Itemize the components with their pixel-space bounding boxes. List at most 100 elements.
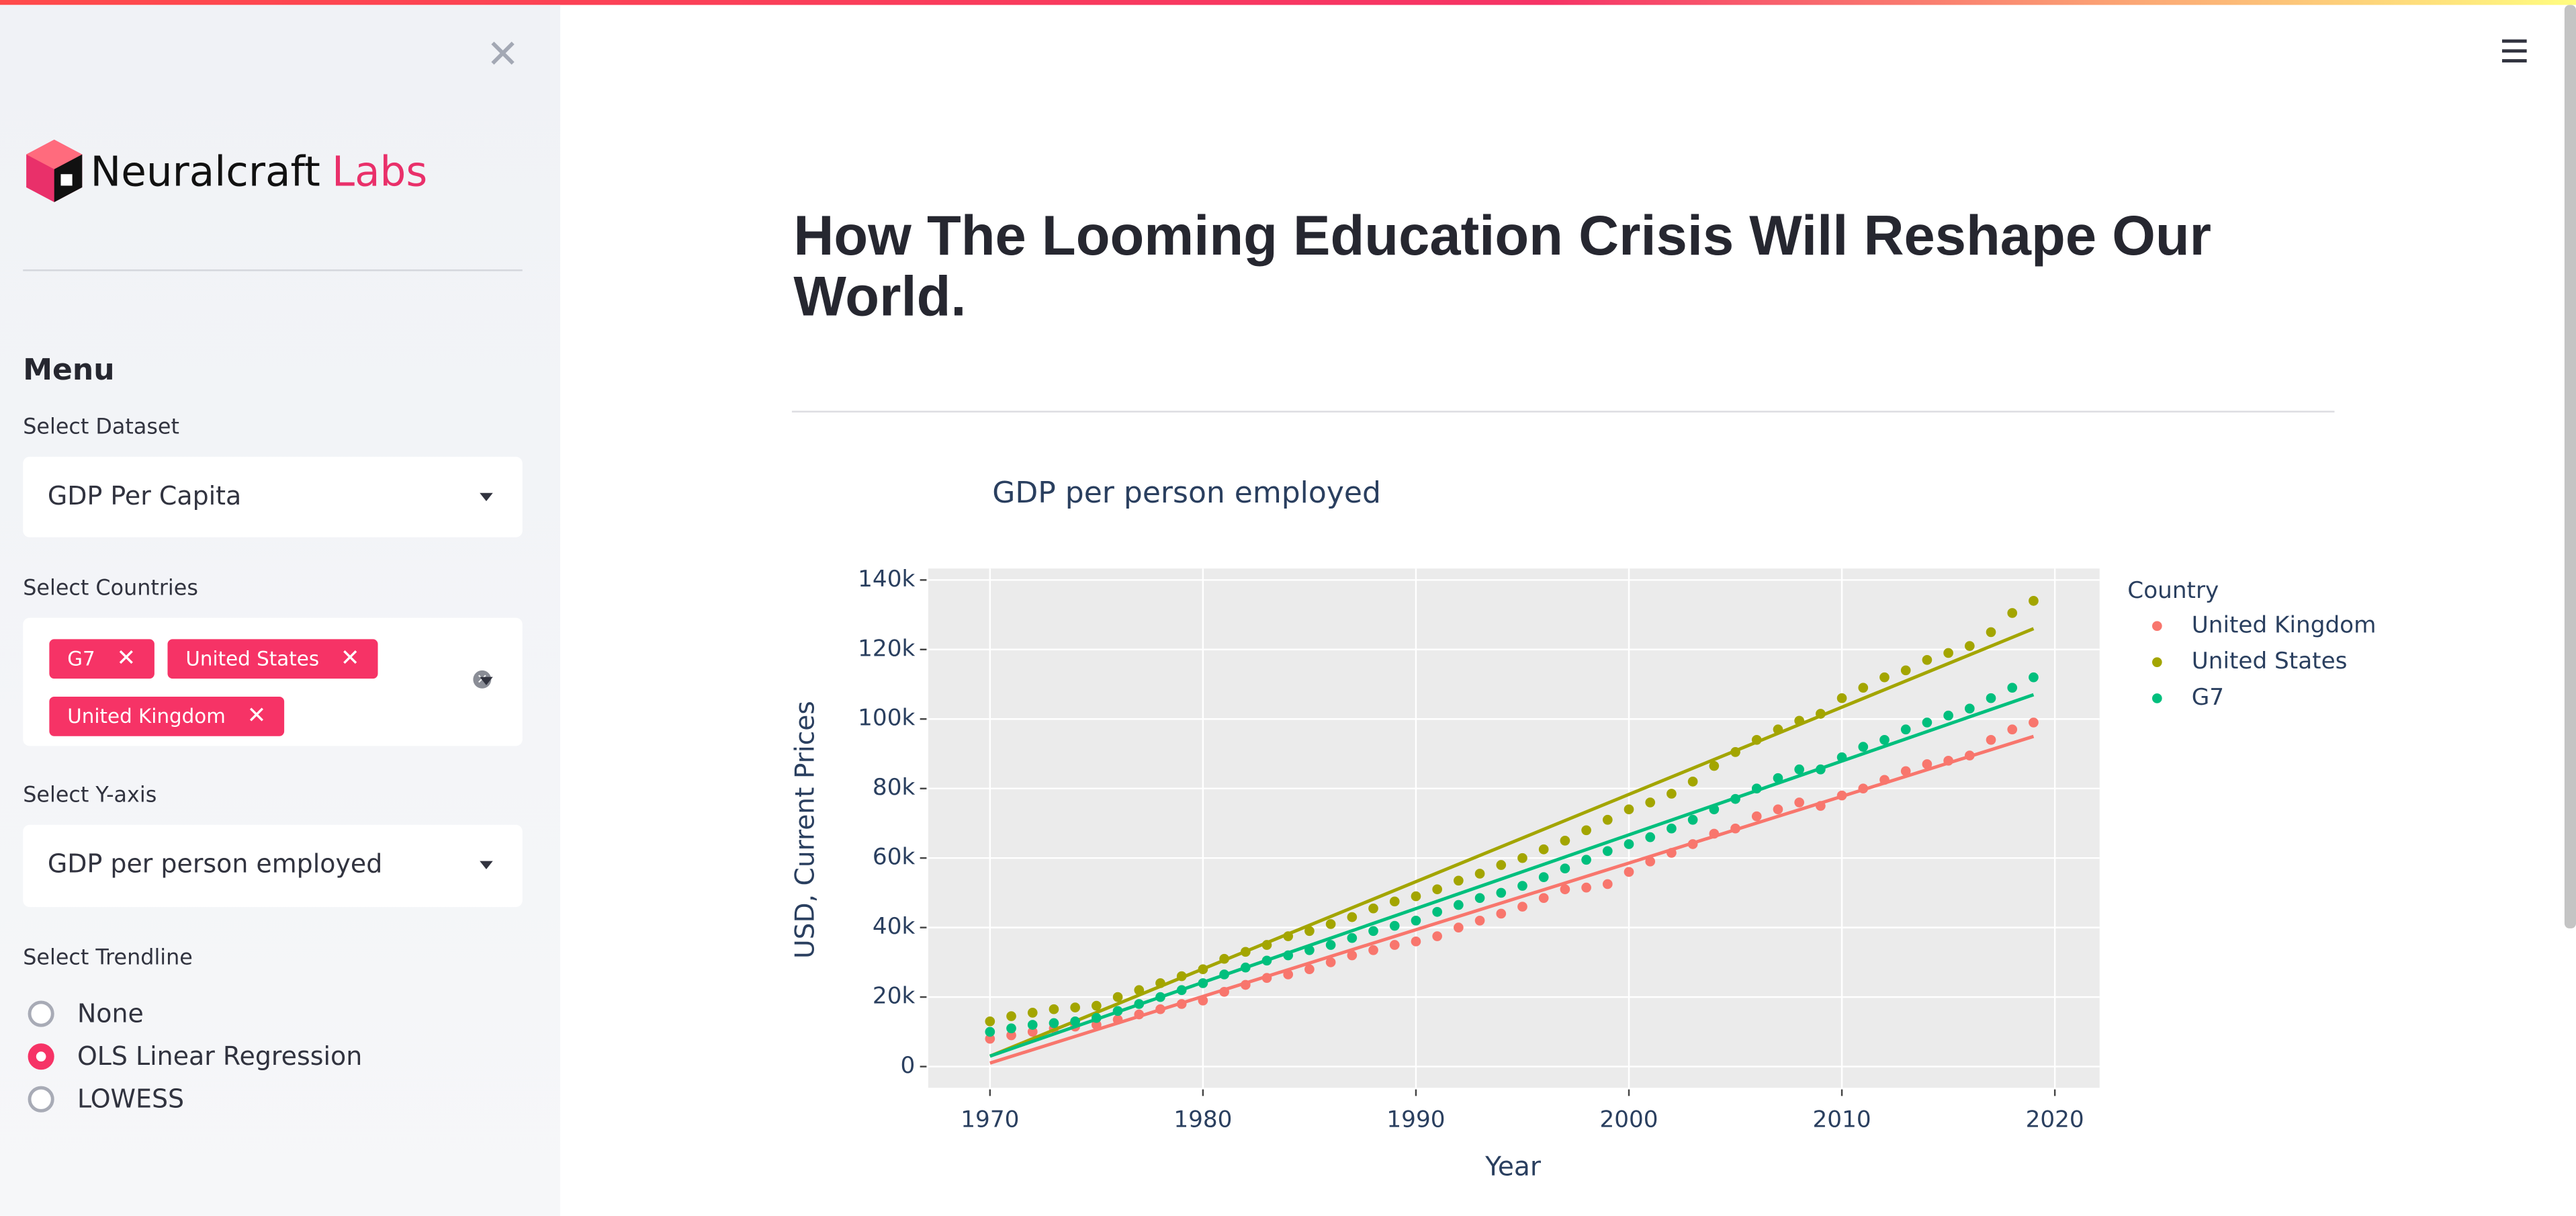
remove-tag[interactable]: ✕ (340, 646, 360, 672)
data-point (1900, 724, 1911, 735)
y-tick-label: 120k (858, 635, 915, 662)
data-point (1624, 804, 1634, 815)
data-point (1454, 922, 1464, 932)
data-point (1006, 1030, 1016, 1041)
data-point (1922, 718, 1933, 728)
close-sidebar[interactable]: ✕ (486, 31, 520, 77)
data-point (1836, 693, 1847, 703)
y-tick-label: 100k (858, 705, 915, 732)
radio-option[interactable]: OLS Linear Regression (28, 1040, 362, 1073)
data-point (1879, 672, 1890, 683)
data-point (1687, 814, 1698, 825)
country-tag: United States ✕ (167, 639, 378, 679)
data-point (1560, 863, 1570, 874)
data-point (1454, 875, 1464, 886)
data-point (1879, 734, 1890, 745)
data-point (1900, 665, 1911, 676)
data-point (1538, 893, 1549, 904)
data-point (1922, 654, 1933, 665)
data-point (1581, 882, 1591, 893)
data-point (985, 1027, 995, 1037)
y-tick-label: 60k (873, 844, 916, 871)
remove-tag[interactable]: ✕ (247, 703, 267, 730)
data-point (1602, 879, 1613, 889)
remove-tag[interactable]: ✕ (116, 646, 136, 672)
data-point (1687, 777, 1698, 787)
dataset-select[interactable]: GDP Per Capita (23, 456, 523, 537)
data-point (1986, 734, 1996, 745)
brand-accent: Labs (332, 146, 428, 195)
data-point (2029, 672, 2039, 683)
data-point (1773, 773, 1783, 783)
data-point (1964, 641, 1975, 651)
data-point (1964, 703, 1975, 714)
data-point (1645, 832, 1656, 842)
radio-label: None (77, 999, 144, 1029)
data-point (1389, 920, 1400, 931)
data-point (1006, 1023, 1016, 1033)
caret (480, 492, 493, 501)
data-point (985, 1016, 995, 1027)
data-point (1049, 1018, 1059, 1029)
brand: Neuralcraft Labs (25, 136, 428, 206)
data-point (1773, 804, 1783, 815)
radio-option[interactable]: LOWESS (28, 1083, 185, 1116)
countries-select[interactable]: ✕ G7 ✕ United States ✕ United Kingdom ✕ (23, 617, 523, 746)
trendline (989, 627, 2035, 1058)
data-point (1943, 710, 1953, 721)
data-point (1624, 839, 1634, 849)
trendline (989, 693, 2035, 1058)
trendline-label: Select Trendline (23, 946, 193, 971)
data-point (1922, 759, 1933, 769)
data-point (1645, 857, 1656, 867)
data-point (1411, 915, 1421, 926)
data-point (1368, 926, 1378, 937)
main-menu[interactable] (2501, 39, 2527, 69)
radio-button[interactable] (28, 1086, 54, 1113)
y-axis-select[interactable]: GDP per person employed (23, 824, 523, 908)
x-tick-label: 1980 (1173, 1106, 1232, 1133)
data-point (2029, 596, 2039, 606)
countries-label: Select Countries (23, 576, 198, 602)
data-point (1454, 900, 1464, 910)
y-tick-label: 20k (873, 983, 916, 1010)
data-point (1538, 872, 1549, 882)
caret (480, 677, 493, 685)
legend-label: G7 (2192, 684, 2224, 711)
radio-button[interactable] (28, 1000, 54, 1027)
data-point (1432, 884, 1442, 895)
legend-marker (2151, 657, 2162, 667)
data-point (1986, 693, 1996, 703)
brand-name: Neuralcraft (90, 146, 320, 195)
y-tick-label: 80k (873, 774, 916, 801)
radio-button[interactable] (28, 1043, 54, 1070)
data-point (1027, 1020, 1038, 1030)
legend-marker (2151, 693, 2162, 703)
y-tick-label: 0 (901, 1052, 916, 1079)
data-point (1538, 844, 1549, 855)
radio-option[interactable]: None (28, 998, 144, 1031)
data-point (2007, 683, 2018, 693)
data-point (2029, 718, 2039, 728)
y-tick-label: 40k (873, 913, 916, 940)
trendline (989, 734, 2035, 1065)
y-axis-label: Select Y-axis (23, 783, 157, 809)
data-point (1560, 835, 1570, 846)
data-point (1368, 945, 1378, 955)
y-tick-label: 140k (858, 566, 915, 593)
data-point (1070, 1016, 1080, 1027)
data-point (1517, 881, 1527, 891)
legend-title: Country (2127, 577, 2219, 604)
data-point (1027, 1027, 1038, 1037)
scrollbar[interactable] (2564, 5, 2576, 928)
data-point (1112, 992, 1123, 1002)
legend-label: United States (2192, 648, 2348, 675)
data-point (2007, 724, 2018, 735)
data-point (1709, 761, 1720, 771)
data-point (1900, 766, 1911, 777)
data-point (1347, 950, 1358, 961)
data-point (1304, 926, 1315, 937)
data-point (1389, 940, 1400, 950)
